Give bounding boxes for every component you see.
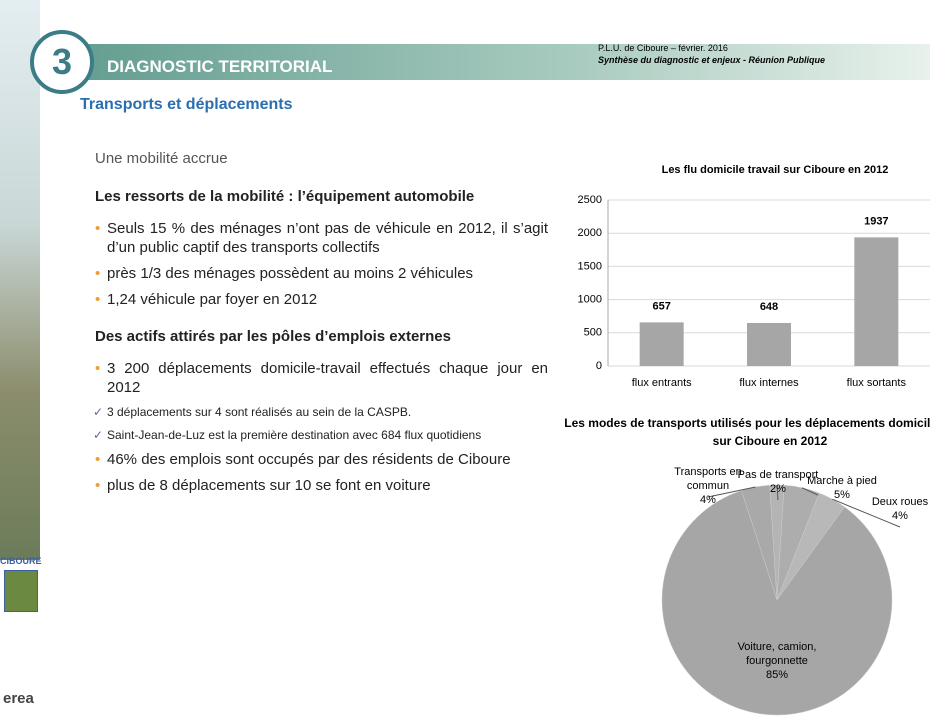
section-title: Transports et déplacements: [80, 96, 293, 113]
pie-label: Marche à pied 5%: [792, 474, 892, 502]
pie-label: Voiture, camion, fourgonnette 85%: [727, 640, 827, 682]
header-bar: [40, 44, 930, 80]
list-item: 1,24 véhicule par foyer en 2012: [95, 290, 548, 309]
chart-title: Les modes de transports utilisés pour le…: [564, 416, 930, 448]
value-label: 4%: [700, 494, 716, 506]
firm-logo: erea: [3, 690, 34, 707]
y-tick-label: 2500: [578, 194, 602, 206]
chart-title: Les flu domicile travail sur Ciboure en …: [662, 164, 889, 176]
bar: [854, 237, 899, 366]
town-logo: CIBOURE: [0, 556, 42, 566]
heading: Les ressorts de la mobilité : l’équipeme…: [95, 188, 475, 205]
value-label: 4%: [892, 510, 908, 522]
data-label: 1937: [864, 215, 888, 227]
y-tick-label: 2000: [578, 227, 602, 239]
heading: Des actifs attirés par les pôles d’emplo…: [95, 328, 451, 345]
category-label: Marche à pied: [807, 475, 877, 487]
x-tick-label: flux sortants: [847, 377, 907, 389]
subtitle: Une mobilité accrue: [95, 150, 228, 167]
data-label: 657: [652, 300, 670, 312]
list-item: plus de 8 déplacements sur 10 se font en…: [95, 476, 548, 495]
list-item: Saint-Jean-de-Luz est la première destin…: [93, 427, 548, 443]
leader-line: [707, 486, 756, 498]
crest: [4, 570, 38, 612]
category-label: Transports en commun: [674, 466, 742, 492]
chapter-number: 3: [30, 30, 94, 94]
bar: [639, 322, 684, 366]
x-tick-label: flux entrants: [632, 377, 692, 389]
pie-label: Deux roues 4%: [850, 495, 930, 523]
value-label: 5%: [834, 489, 850, 501]
meta: Synthèse du diagnostic et enjeux - Réuni…: [598, 55, 826, 65]
bar: [747, 322, 791, 366]
pie-slice: [661, 490, 893, 716]
list-item: 3 200 déplacements domicile-travail effe…: [95, 359, 548, 397]
leader-line: [776, 484, 779, 501]
category-label: Deux roues: [871, 496, 929, 508]
pie-label: Pas de transport 2%: [728, 468, 828, 496]
y-tick-label: 1500: [578, 260, 602, 272]
text-body: Les ressorts de la mobilité : l’équipeme…: [93, 188, 548, 502]
y-tick-label: 0: [596, 360, 602, 372]
list-item: près 1/3 des ménages possèdent au moins …: [95, 264, 548, 283]
meta: P.L.U. de Ciboure – février. 2016: [598, 43, 728, 53]
y-tick-label: 1000: [578, 294, 602, 306]
header-title: DIAGNOSTIC TERRITORIAL: [107, 57, 333, 76]
list-item: 3 déplacements sur 4 sont réalisés au se…: [93, 404, 548, 420]
x-tick-label: flux internes: [739, 377, 799, 389]
y-tick-label: 500: [584, 327, 602, 339]
list-item: 46% des emplois sont occupés par des rés…: [95, 450, 548, 469]
pie-label: Transports en commun 4%: [658, 465, 758, 507]
leader-line: [832, 498, 901, 528]
category-label: Pas de transport: [737, 469, 819, 481]
value-label: 85%: [765, 669, 789, 681]
value-label: 2%: [770, 483, 786, 495]
category-label: Voiture, camion, fourgonnette: [737, 641, 817, 667]
list-item: Seuls 15 % des ménages n’ont pas de véhi…: [95, 219, 548, 257]
photo-strip: [0, 0, 40, 560]
data-label: 648: [760, 301, 778, 313]
